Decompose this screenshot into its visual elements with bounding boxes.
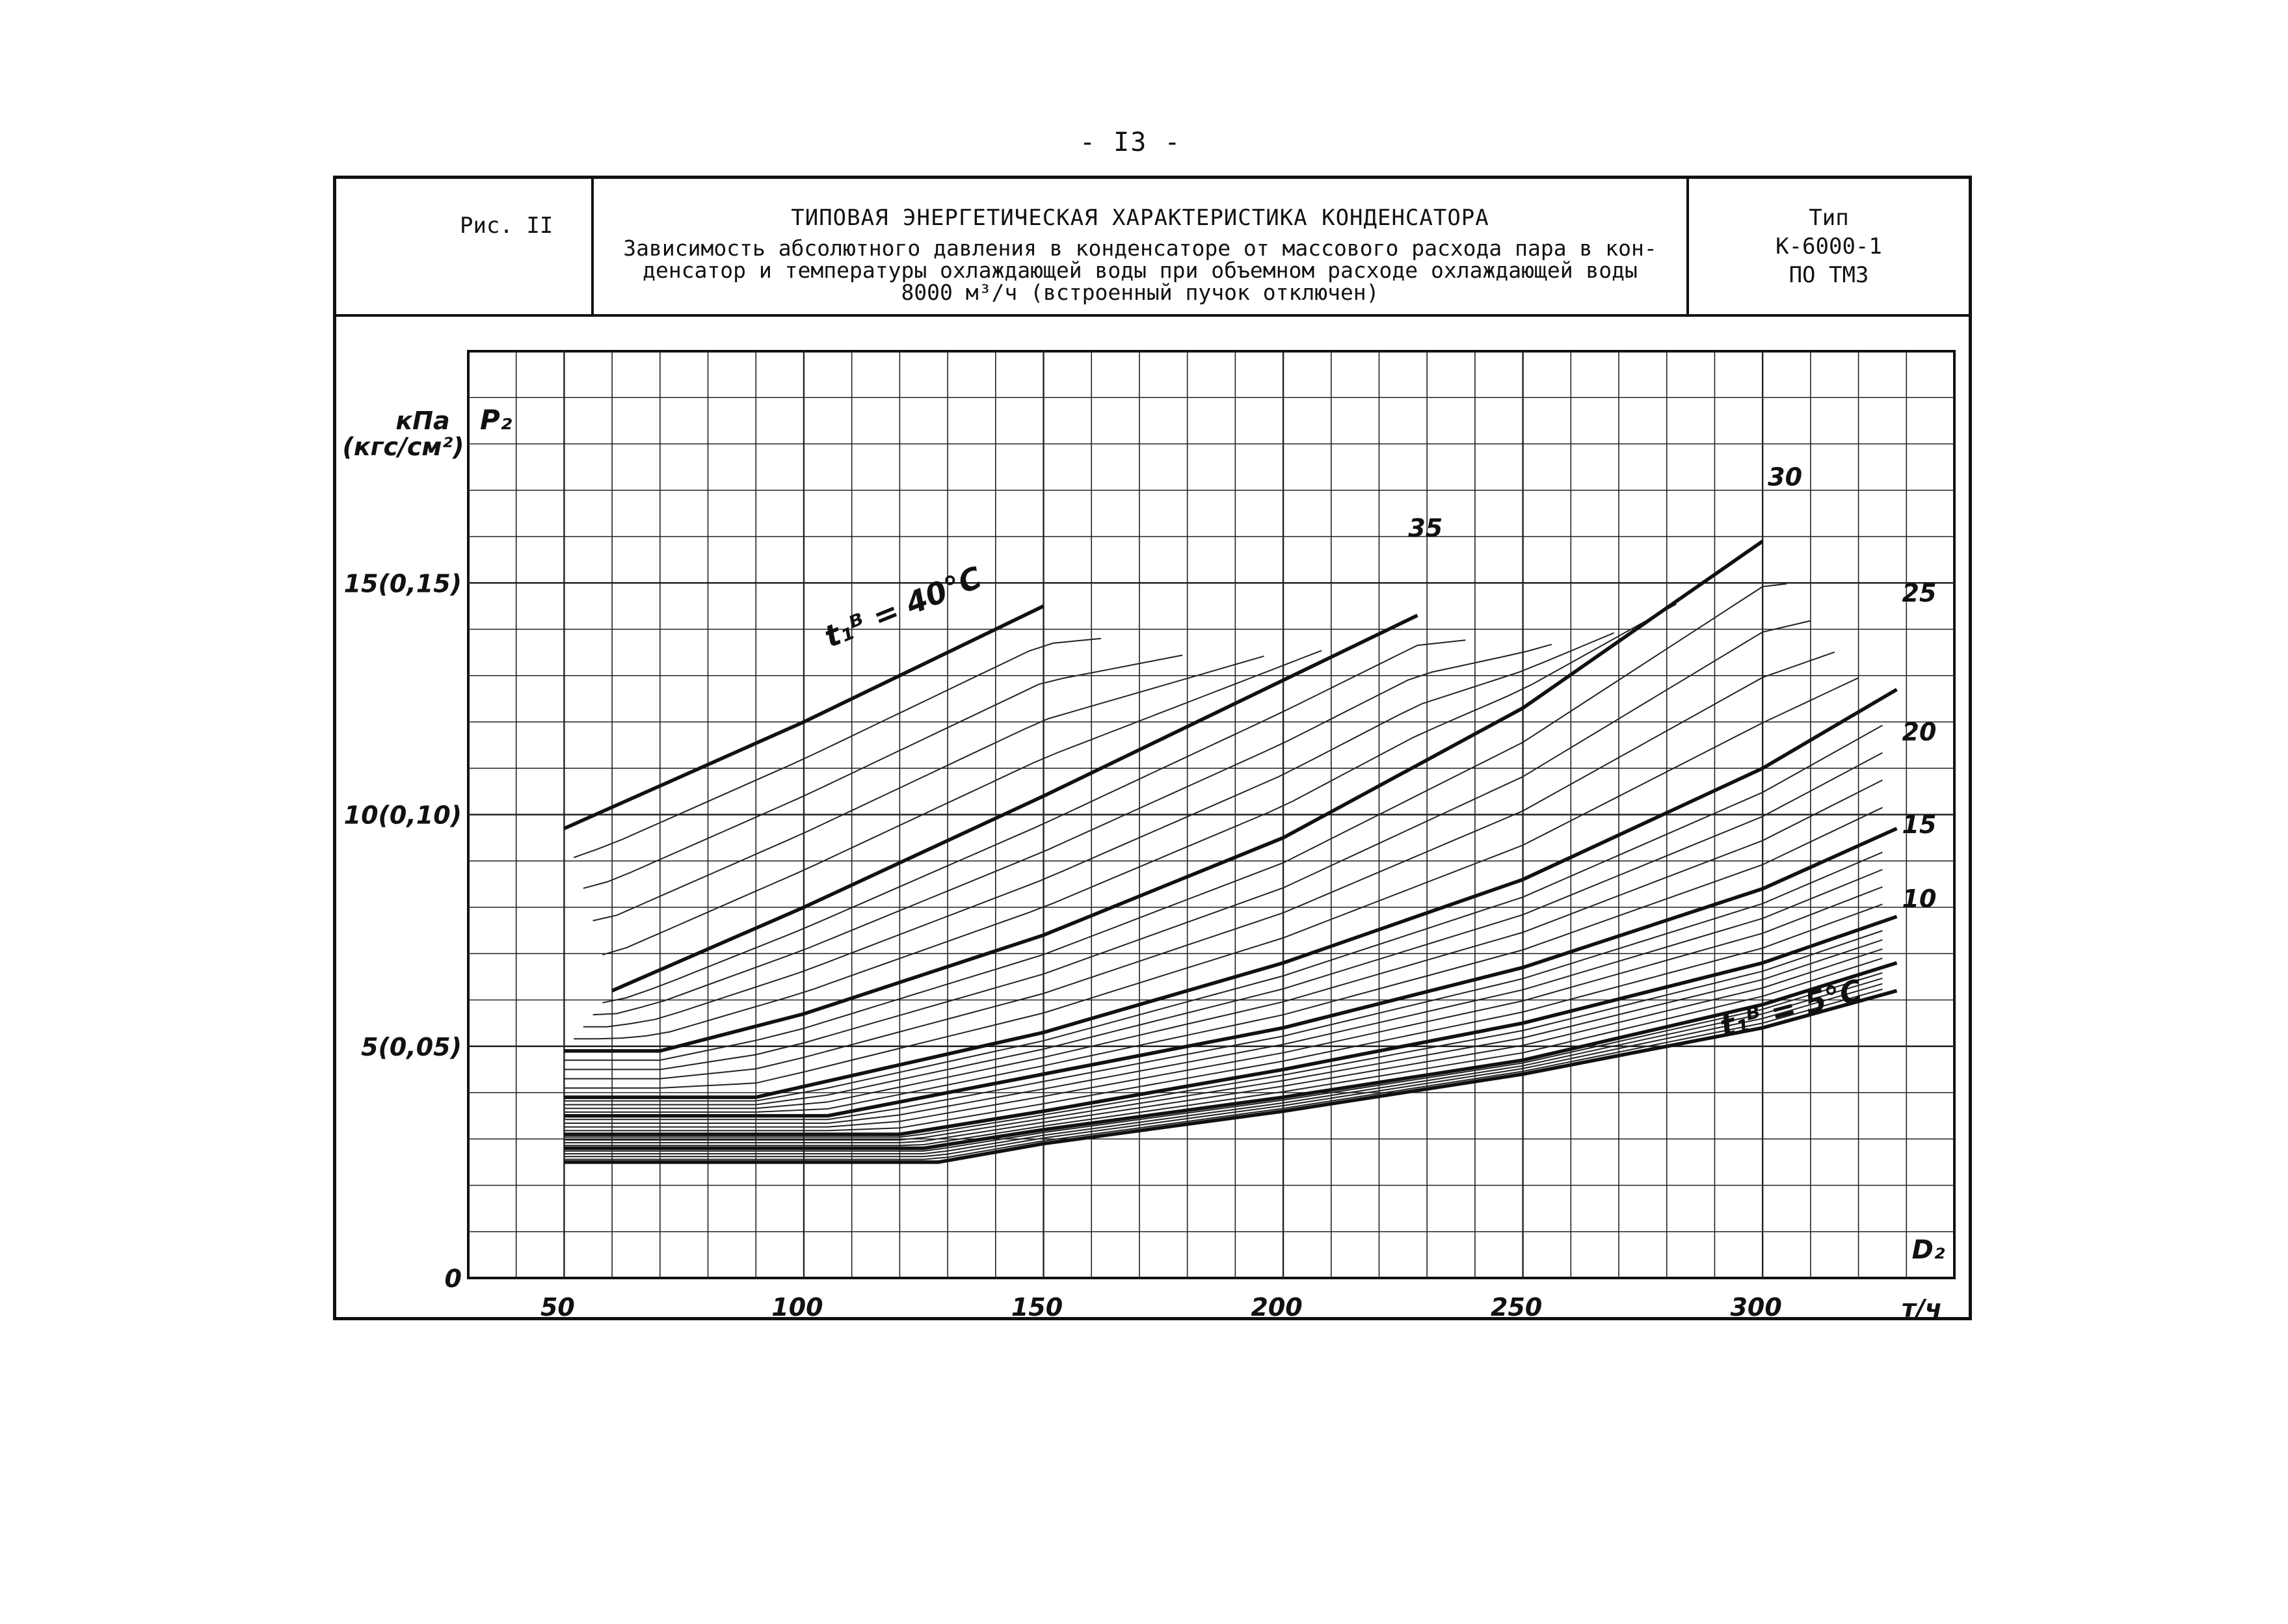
- figure-subtitle: Зависимость абсолютного давления в конде…: [620, 237, 1660, 304]
- isotherm-thin-line: [564, 903, 1883, 1132]
- series-label-top: t₁ᴮ = 40°C: [819, 559, 987, 654]
- isotherm-thin-line: [574, 603, 1677, 1040]
- page-number: - I3 -: [1080, 127, 1182, 157]
- isotherm-thin-line: [564, 869, 1883, 1124]
- isotherm-line-20: [564, 827, 1898, 1118]
- type-label: Тип: [1809, 205, 1849, 231]
- subtitle-line-1: Зависимость абсолютного давления в конде…: [623, 235, 1657, 261]
- isotherm-thin-line: [564, 651, 1835, 1080]
- isotherm-thin-line: [592, 643, 1552, 1016]
- series-label-10: 10: [1902, 885, 1937, 913]
- isotherm-thin-line: [564, 725, 1883, 1102]
- figure-label-cell: Рис. II: [336, 179, 594, 314]
- x-tick-label: 150: [1011, 1293, 1063, 1322]
- isotherm-thin-line: [564, 886, 1883, 1128]
- isotherm-thin-line: [602, 650, 1322, 956]
- series-label-35: 35: [1408, 514, 1443, 542]
- type-cell: Тип К-6000-1 ПО ТМЗ: [1689, 179, 1969, 314]
- isotherm-thin-line: [564, 948, 1883, 1143]
- y-axis-label: P₂: [480, 404, 512, 436]
- y-axis-unit-line2: (кгс/см²): [342, 433, 464, 461]
- y-tick-label: 10(0,10): [344, 801, 462, 830]
- figure-frame: Рис. II ТИПОВАЯ ЭНЕРГЕТИЧЕСКАЯ ХАРАКТЕРИ…: [333, 176, 1972, 1320]
- series-label-15: 15: [1902, 810, 1937, 839]
- x-axis-unit: т/ч: [1902, 1294, 1942, 1323]
- isotherm-thin-line: [564, 851, 1883, 1121]
- isotherm-thin-line: [564, 779, 1883, 1110]
- isotherm-thin-line: [564, 939, 1883, 1141]
- subtitle-line-3: 8000 м³/ч (встроенный пучок отключен): [901, 280, 1379, 305]
- subtitle-line-2: денсатор и температуры охлаждающей воды …: [643, 258, 1638, 283]
- figure-label: Рис. II: [460, 213, 553, 239]
- isotherm-thin-line: [564, 930, 1883, 1138]
- isotherm-line-5: [564, 989, 1898, 1164]
- type-value: К-6000-1: [1776, 233, 1882, 260]
- x-tick-label: 100: [771, 1293, 823, 1322]
- isotherm-line-15: [564, 914, 1898, 1136]
- figure-title-cell: ТИПОВАЯ ЭНЕРГЕТИЧЕСКАЯ ХАРАКТЕРИСТИКА КО…: [594, 179, 1689, 314]
- x-tick-label: 300: [1730, 1293, 1781, 1322]
- isotherm-thin-line: [602, 639, 1466, 1004]
- isotherm-thin-line: [573, 637, 1102, 859]
- x-axis-label: D₂: [1912, 1235, 1945, 1265]
- isotherm-thin-line: [564, 806, 1883, 1113]
- x-tick-label: 50: [540, 1293, 575, 1322]
- figure-header: Рис. II ТИПОВАЯ ЭНЕРГЕТИЧЕСКАЯ ХАРАКТЕРИ…: [336, 179, 1969, 317]
- isotherm-line-25: [564, 687, 1898, 1099]
- series-label-30: 30: [1768, 463, 1802, 492]
- isotherm-thin-line: [583, 632, 1615, 1028]
- isotherm-thin-line: [564, 620, 1811, 1071]
- isotherm-thin-line: [564, 989, 1883, 1160]
- isotherm-thin-line: [564, 677, 1859, 1089]
- chart-grid: [467, 350, 1956, 1279]
- series-label-bottom: t₁ᴮ = 5°C: [1716, 972, 1866, 1044]
- figure-title: ТИПОВАЯ ЭНЕРГЕТИЧЕСКАЯ ХАРАКТЕРИСТИКА КО…: [791, 205, 1489, 231]
- series-label-20: 20: [1902, 718, 1937, 747]
- isotherm-line-10: [564, 961, 1898, 1151]
- isotherm-line-40: [563, 604, 1044, 831]
- isotherm-thin-line: [564, 957, 1883, 1147]
- isotherm-thin-line: [564, 983, 1883, 1158]
- y-tick-label: 5(0,05): [361, 1033, 462, 1061]
- isotherm-thin-line: [564, 752, 1883, 1106]
- y-axis-unit-line1: кПа: [395, 406, 449, 435]
- isotherm-thin-line: [564, 583, 1787, 1061]
- isotherm-thin-line: [583, 654, 1183, 889]
- isotherm-thin-line: [564, 972, 1883, 1152]
- y-tick-label: 0: [445, 1264, 462, 1293]
- x-tick-label: 250: [1491, 1293, 1542, 1322]
- isotherm-thin-line: [564, 978, 1883, 1154]
- chart-series: [563, 539, 1898, 1164]
- x-tick-label: 200: [1251, 1293, 1302, 1322]
- type-maker: ПО ТМЗ: [1789, 262, 1869, 288]
- series-label-25: 25: [1902, 579, 1937, 607]
- isotherm-line-30: [564, 539, 1764, 1053]
- y-tick-label: 15(0,15): [344, 569, 462, 598]
- isotherm-line-35: [611, 613, 1418, 992]
- isotherm-thin-line: [592, 655, 1264, 922]
